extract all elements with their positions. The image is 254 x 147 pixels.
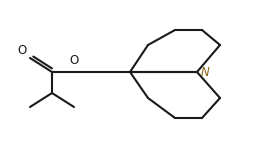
Text: N: N xyxy=(201,66,210,78)
Text: O: O xyxy=(18,44,27,57)
Text: O: O xyxy=(69,54,79,67)
